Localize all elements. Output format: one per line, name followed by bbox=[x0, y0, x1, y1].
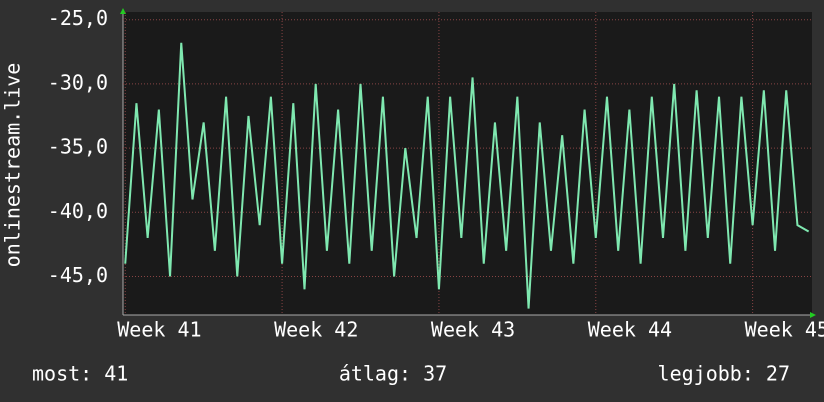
data-line bbox=[124, 42, 810, 309]
x-axis-arrow bbox=[810, 312, 816, 318]
y-axis-arrow bbox=[120, 8, 126, 14]
y-tick-label: -40,0 bbox=[48, 199, 108, 223]
x-tick-label: Week 42 bbox=[274, 318, 358, 342]
y-tick-label: -25,0 bbox=[48, 6, 108, 30]
footer-best: legjobb: 27 bbox=[658, 362, 790, 386]
y-tick-label: -30,0 bbox=[48, 70, 108, 94]
footer-current: most: 41 bbox=[32, 362, 128, 386]
x-tick-label: Week 43 bbox=[431, 318, 515, 342]
footer-average: átlag: 37 bbox=[339, 362, 447, 386]
y-tick-label: -45,0 bbox=[48, 263, 108, 287]
x-tick-label: Week 44 bbox=[588, 318, 672, 342]
x-tick-label: Week 41 bbox=[117, 318, 201, 342]
y-tick-label: -35,0 bbox=[48, 135, 108, 159]
y-axis-label: onlinestream.live bbox=[1, 63, 25, 268]
x-tick-label: Week 45 bbox=[745, 318, 824, 342]
